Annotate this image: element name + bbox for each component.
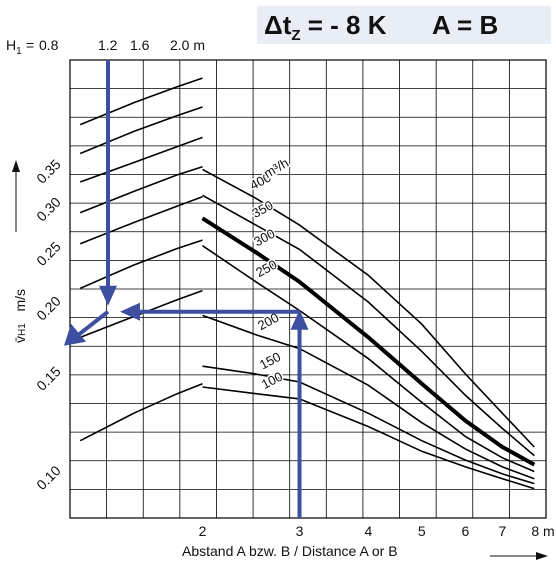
- near-field-curve: [79, 239, 203, 290]
- x-tick-label: 8 m: [531, 523, 554, 539]
- y-tick-label: 0.25: [33, 238, 64, 269]
- near-field-curve: [79, 106, 203, 155]
- x-tick-label: 2: [199, 523, 207, 539]
- reading-arrows: [64, 60, 309, 518]
- series-line: [202, 365, 535, 485]
- height-value-3: 2.0 m: [170, 37, 206, 53]
- near-field-curve: [79, 289, 203, 339]
- near-field-curve: [79, 196, 203, 245]
- height-value-1: 1.2: [98, 37, 118, 53]
- x-axis-arrow-head: [536, 552, 548, 560]
- y-tick-label: 0.35: [33, 156, 64, 187]
- near-field-curve: [79, 136, 203, 183]
- chart-title-delta: ΔtZ = - 8 K: [264, 10, 387, 44]
- arrowhead-left: [120, 302, 140, 321]
- series-line: [202, 168, 535, 448]
- height-value-0: 0.8: [39, 37, 59, 53]
- y-tick-label: 0.10: [33, 462, 64, 493]
- height-value-2: 1.6: [130, 37, 150, 53]
- series-line: [202, 314, 535, 480]
- y-axis-arrow-head: [12, 160, 20, 172]
- y-axis-unit-text: m/s: [12, 288, 28, 312]
- y-axis-unit: v̄H1 m/s: [12, 289, 28, 343]
- title-delta: Δt: [264, 10, 292, 40]
- height-eq: =: [26, 37, 35, 53]
- arrowhead-diagonal: [64, 323, 86, 346]
- title-subscript: Z: [291, 27, 301, 44]
- near-field-curve: [79, 165, 203, 214]
- series-line: [202, 194, 535, 457]
- curves: [79, 77, 536, 490]
- near-field-curve: [79, 382, 203, 442]
- title-value: = - 8 K: [307, 10, 387, 40]
- arrowhead-down: [99, 285, 117, 306]
- x-tick-label: 7: [498, 523, 506, 539]
- series-line: [202, 386, 535, 490]
- x-tick-label: 4: [364, 523, 372, 539]
- flow-unit-label: m³/h: [261, 155, 291, 181]
- title-background: [257, 6, 551, 44]
- reading-line-diagonal: [74, 310, 110, 339]
- x-axis-label: Abstand A bzw. B / Distance A or B: [182, 543, 398, 559]
- height-prefix-letter: H: [6, 37, 17, 53]
- height-prefix: H1: [6, 37, 22, 57]
- series-line: [202, 245, 535, 473]
- y-tick-label: 0.20: [33, 293, 64, 324]
- series-label: 300: [251, 226, 277, 249]
- height-prefix-sub: 1: [16, 46, 22, 57]
- series-line: [201, 216, 536, 467]
- y-axis-symbol: v̄: [12, 336, 28, 343]
- x-tick-label: 3: [296, 523, 304, 539]
- chart-title-condition: A = B: [432, 10, 499, 40]
- x-tick-label: 5: [418, 523, 426, 539]
- x-tick-label: 6: [462, 523, 470, 539]
- y-axis-symbol-sub: H1: [17, 323, 28, 336]
- y-tick-label: 0.30: [33, 194, 64, 225]
- y-tick-label: 0.15: [33, 363, 64, 394]
- arrowhead-up: [290, 309, 309, 330]
- series-label: 150: [257, 349, 283, 372]
